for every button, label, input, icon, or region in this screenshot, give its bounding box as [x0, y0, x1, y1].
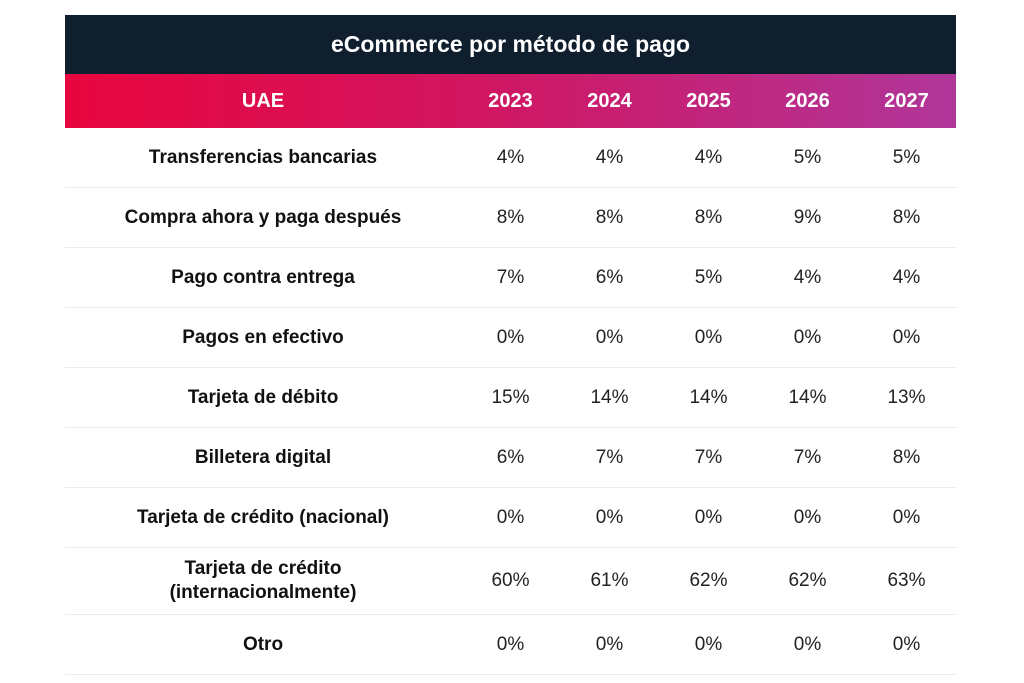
row-label: Tarjeta de débito — [187, 386, 339, 408]
header-year: 2027 — [884, 89, 929, 112]
value-cell: 7% — [694, 446, 723, 468]
value-cell: 14% — [689, 386, 728, 408]
value-cell: 7% — [496, 266, 525, 288]
header-region: UAE — [241, 89, 285, 112]
table-row: Billetera digital 6% 7% 7% 7% 8% — [65, 428, 956, 488]
value-cell: 13% — [887, 386, 926, 408]
table-row: Tarjeta de crédito (nacional) 0% 0% 0% 0% 0% — [65, 488, 956, 548]
row-label: Otro — [242, 633, 284, 655]
value-cell: 14% — [590, 386, 629, 408]
value-cell: 0% — [595, 326, 624, 348]
header-year: 2024 — [587, 89, 632, 112]
row-label: Pago contra entrega — [171, 266, 355, 288]
value-cell: 15% — [491, 386, 530, 408]
table-header-row: UAE 2023 2024 2025 2026 2027 — [65, 74, 956, 128]
value-cell: 4% — [892, 266, 921, 288]
row-label-line: Tarjeta de crédito — [184, 558, 342, 579]
table-row: Compra ahora y paga después 8% 8% 8% 9% 8% — [65, 188, 956, 248]
value-cell: 0% — [694, 633, 723, 655]
table-row: Pago contra entrega 7% 6% 5% 4% 4% — [65, 248, 956, 308]
value-cell: 63% — [887, 570, 926, 591]
value-cell: 5% — [793, 146, 822, 168]
value-cell: 8% — [892, 446, 921, 468]
value-cell: 9% — [793, 206, 822, 228]
table-row: Tarjeta de débito 15% 14% 14% 14% 13% — [65, 368, 956, 428]
value-cell: 8% — [595, 206, 624, 228]
value-cell: 4% — [496, 146, 525, 168]
value-cell: 0% — [595, 506, 624, 528]
row-label: Tarjeta de crédito (internacionalmente) — [65, 557, 461, 605]
table-title: eCommerce por método de pago — [65, 15, 956, 74]
table-row: Transferencias bancarias 4% 4% 4% 5% 5% — [65, 128, 956, 188]
table-row: Tarjeta de crédito (internacionalmente) 60… — [65, 548, 956, 615]
value-cell: 0% — [694, 506, 723, 528]
value-cell: 0% — [793, 633, 822, 655]
value-cell: 60% — [491, 570, 530, 591]
table-row: Otro 0% 0% 0% 0% 0% — [65, 615, 956, 675]
value-cell: 6% — [595, 266, 624, 288]
row-label: Transferencias bancarias — [148, 146, 378, 168]
row-label: Pagos en efectivo — [182, 326, 344, 348]
value-cell: 0% — [793, 506, 822, 528]
value-cell: 0% — [892, 506, 921, 528]
header-year: 2025 — [686, 89, 731, 112]
value-cell: 0% — [496, 326, 525, 348]
table-row: Pagos en efectivo 0% 0% 0% 0% 0% — [65, 308, 956, 368]
value-cell: 0% — [892, 633, 921, 655]
value-cell: 4% — [595, 146, 624, 168]
value-cell: 61% — [590, 570, 629, 591]
row-label: Tarjeta de crédito (nacional) — [137, 506, 389, 528]
value-cell: 4% — [793, 266, 822, 288]
header-year: 2023 — [488, 89, 533, 112]
row-label-line: (internacionalmente) — [169, 582, 357, 603]
value-cell: 5% — [694, 266, 723, 288]
header-year: 2026 — [785, 89, 830, 112]
row-label: Compra ahora y paga después — [124, 206, 402, 228]
table-body: Transferencias bancarias 4% 4% 4% 5% 5% Compra… — [65, 128, 956, 675]
value-cell: 0% — [595, 633, 624, 655]
value-cell: 7% — [793, 446, 822, 468]
row-label: Billetera digital — [194, 446, 332, 468]
value-cell: 8% — [496, 206, 525, 228]
value-cell: 6% — [496, 446, 525, 468]
value-cell: 0% — [496, 506, 525, 528]
value-cell: 7% — [595, 446, 624, 468]
value-cell: 0% — [496, 633, 525, 655]
value-cell: 14% — [788, 386, 827, 408]
value-cell: 4% — [694, 146, 723, 168]
value-cell: 62% — [689, 570, 728, 591]
value-cell: 0% — [793, 326, 822, 348]
value-cell: 0% — [694, 326, 723, 348]
value-cell: 62% — [788, 570, 827, 591]
value-cell: 0% — [892, 326, 921, 348]
value-cell: 8% — [694, 206, 723, 228]
value-cell: 8% — [892, 206, 921, 228]
payment-method-table: eCommerce por método de pago UAE 2023 20… — [65, 15, 956, 675]
value-cell: 5% — [892, 146, 921, 168]
